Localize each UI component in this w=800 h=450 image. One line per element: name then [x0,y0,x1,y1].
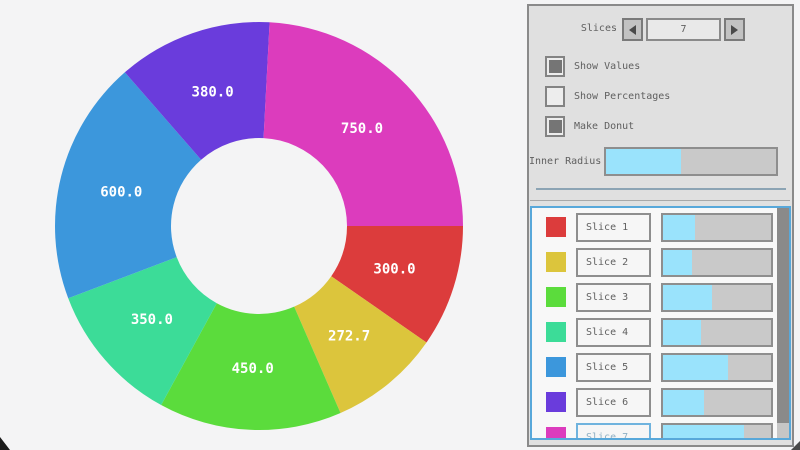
slice-color-swatch[interactable] [546,322,566,342]
slice-row-6 [532,388,789,417]
inner-radius-slider[interactable] [604,147,778,176]
arrow-left-icon [629,24,636,35]
resize-grip-icon[interactable] [791,441,800,450]
checkbox-check-icon [548,59,562,73]
pie-slice-1 [331,226,463,343]
checkbox-label: Show Percentages [574,90,671,102]
pie-slice-3 [161,303,341,431]
control-panel: Slices 7 Show Values Show Percentages Ma… [527,4,794,447]
slice-name-input[interactable] [576,283,651,312]
slice-name-input[interactable] [576,248,651,277]
pie-slice-2 [294,276,427,414]
pie-slice-6 [124,22,270,160]
slice-name-input[interactable] [576,423,651,438]
slice-color-swatch[interactable] [546,287,566,307]
slice-value-slider[interactable] [661,213,773,242]
pie-slice-4 [68,257,217,405]
slice-slider-fill [663,285,712,310]
checkbox-row: Show Values [545,55,640,77]
slices-decrement-button[interactable] [622,18,643,41]
pie-slice-value-label: 600.0 [100,184,142,200]
slice-row-5 [532,353,789,382]
pie-slice-value-label: 272.7 [328,329,370,345]
slice-value-slider[interactable] [661,318,773,347]
slice-value-slider[interactable] [661,353,773,382]
checkbox-check-icon [549,90,562,103]
donut-chart: 300.0 272.7 450.0 350.0 600.0 380.0 750.0 [55,22,463,431]
slices-label: Slices [580,23,617,34]
pie-slice-value-label: 350.0 [131,312,173,328]
slice-name-input[interactable] [576,213,651,242]
slices-increment-button[interactable] [724,18,745,41]
slices-count-field[interactable]: 7 [646,18,721,41]
slice-value-slider[interactable] [661,283,773,312]
slice-value-slider[interactable] [661,248,773,277]
groove-line [530,200,790,201]
slice-name-input[interactable] [576,318,651,347]
slice-slider-fill [663,250,693,275]
slice-color-swatch[interactable] [546,357,566,377]
checkbox-row: Show Percentages [545,85,670,107]
slice-name-input[interactable] [576,353,651,382]
slice-slider-fill [663,425,744,438]
checkbox-show-percentages[interactable] [545,85,565,107]
slice-slider-fill [663,215,696,240]
mouse-cursor [0,437,10,450]
scrollbar[interactable] [777,208,789,438]
slice-color-swatch[interactable] [546,217,566,237]
pie-slice-7 [263,22,463,227]
slice-color-swatch[interactable] [546,392,566,412]
slice-row-2 [532,248,789,277]
pie-slice-value-label: 750.0 [341,121,383,137]
slice-row-4 [532,318,789,347]
pie-slice-value-label: 300.0 [373,261,415,277]
separator-line [536,188,786,190]
slice-value-slider[interactable] [661,388,773,417]
checkbox-label: Show Values [574,60,641,72]
slice-row-3 [532,283,789,312]
slice-value-slider[interactable] [661,423,773,438]
pie-slice-value-label: 380.0 [192,85,234,101]
pie-slice-5 [55,72,202,299]
slice-name-input[interactable] [576,388,651,417]
checkbox-row: Make Donut [545,115,634,137]
inner-radius-label: Inner Radius [529,156,602,167]
pie-slice-value-label: 450.0 [232,361,274,377]
slice-row-7 [532,423,789,438]
slice-list [530,206,791,440]
slice-slider-fill [663,355,728,380]
slice-color-swatch[interactable] [546,427,566,438]
slice-slider-fill [663,390,705,415]
checkbox-show-values[interactable] [545,55,565,77]
slice-color-swatch[interactable] [546,252,566,272]
checkbox-make-donut[interactable] [545,115,565,137]
checkbox-label: Make Donut [574,120,635,132]
scrollbar-thumb[interactable] [777,208,789,423]
checkbox-check-icon [548,119,562,133]
inner-radius-fill [606,149,681,174]
slice-row-1 [532,213,789,242]
arrow-right-icon [731,24,738,35]
slice-slider-fill [663,320,701,345]
